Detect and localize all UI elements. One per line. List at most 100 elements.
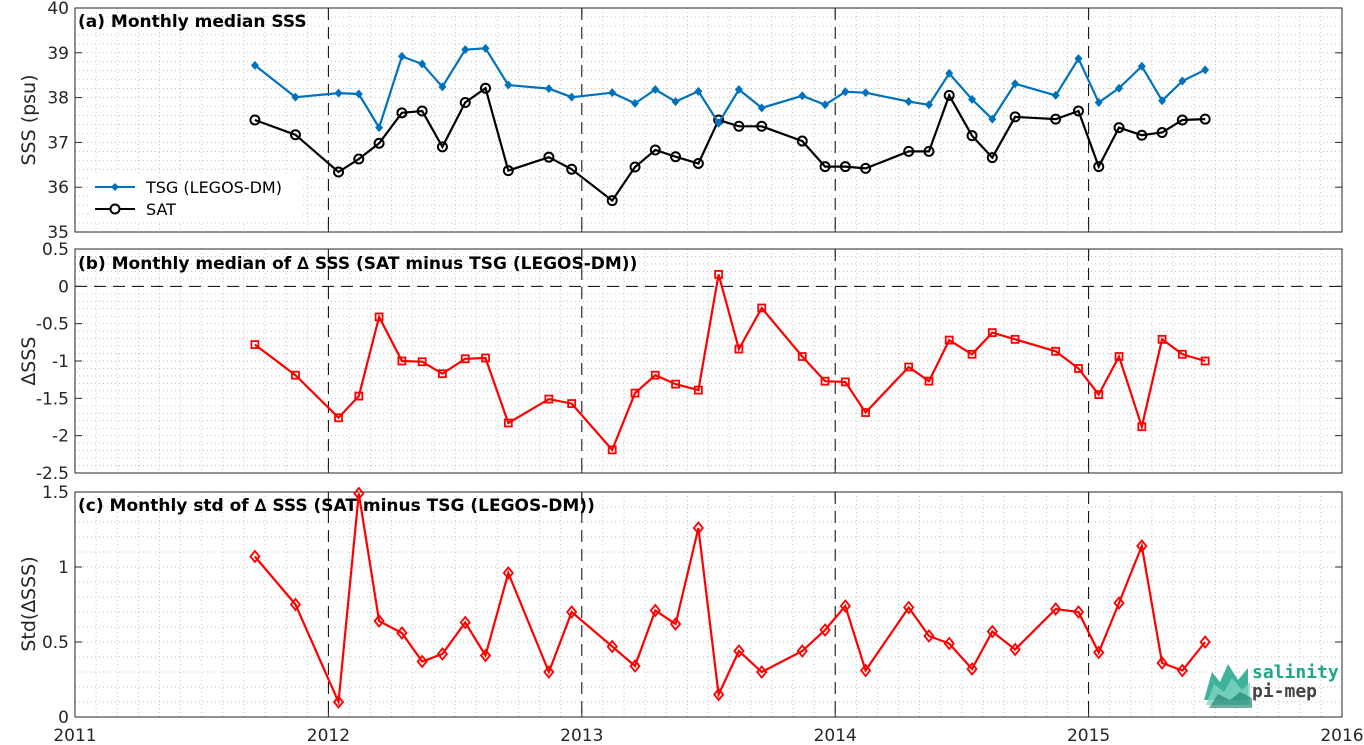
panel-c-std-delta-sss: (c) Monthly std of ∆ SSS (SAT minus TSG … bbox=[18, 486, 1211, 709]
data-point bbox=[438, 369, 447, 379]
data-point bbox=[649, 144, 661, 156]
panel-c-frame bbox=[74, 491, 1343, 718]
data-point bbox=[943, 636, 955, 651]
data-point bbox=[333, 166, 345, 178]
panel-c-title: (c) Monthly std of ∆ SSS (SAT minus TSG … bbox=[78, 496, 595, 516]
data-point bbox=[904, 362, 914, 372]
data-point bbox=[629, 659, 641, 673]
data-point bbox=[651, 85, 660, 95]
data-point bbox=[504, 80, 513, 90]
panel-b-ytick-label: -1 bbox=[52, 352, 69, 372]
data-point bbox=[289, 129, 301, 141]
panel-b-ytick-label: -2 bbox=[52, 427, 69, 447]
data-point bbox=[249, 549, 261, 564]
data-point bbox=[1072, 605, 1085, 619]
data-point bbox=[461, 45, 470, 55]
data-point bbox=[353, 153, 365, 165]
panel-a-ytick-label: 36 bbox=[47, 178, 69, 198]
panel-c-xtick-label: 2013 bbox=[560, 726, 603, 745]
data-point bbox=[332, 695, 345, 709]
legend-marker-tsg bbox=[111, 183, 119, 191]
data-point bbox=[988, 114, 997, 124]
data-point bbox=[1199, 113, 1211, 125]
data-point bbox=[373, 614, 385, 628]
data-point bbox=[734, 344, 744, 354]
data-point bbox=[1115, 83, 1124, 93]
data-point bbox=[438, 82, 447, 92]
panel-a-sss: (a) Monthly median SSS SSS (psu) TSG (LE… bbox=[18, 12, 1211, 222]
data-point bbox=[567, 399, 577, 408]
panel-c-xtick-label: 2015 bbox=[1067, 726, 1110, 745]
data-point bbox=[712, 687, 725, 702]
logo-line1: salinity bbox=[1252, 662, 1339, 683]
panel-c-ytick-label: 1.5 bbox=[42, 483, 69, 503]
panel-a-ytick-label: 38 bbox=[47, 89, 69, 109]
data-point bbox=[1113, 596, 1125, 610]
panel-c-xtick-label: 2014 bbox=[814, 726, 857, 745]
data-point bbox=[904, 97, 913, 107]
data-point bbox=[1199, 635, 1211, 649]
data-point bbox=[334, 413, 343, 423]
data-point bbox=[502, 165, 514, 177]
data-point bbox=[692, 157, 704, 169]
data-point bbox=[841, 87, 850, 97]
salinity-pi-mep-logo: salinity pi-mep bbox=[1204, 662, 1339, 708]
data-point bbox=[1176, 663, 1189, 678]
panel-a-ytick-label: 35 bbox=[47, 223, 69, 243]
data-point bbox=[987, 328, 997, 338]
data-point bbox=[1113, 122, 1125, 134]
data-point bbox=[903, 145, 915, 157]
data-point bbox=[1200, 356, 1210, 366]
data-point bbox=[733, 644, 745, 658]
data-point bbox=[354, 89, 363, 99]
legend: TSG (LEGOS-DM) SAT bbox=[89, 174, 301, 222]
data-point bbox=[353, 486, 365, 501]
panel-b-ytick-label: 0.5 bbox=[42, 240, 69, 260]
data-point bbox=[606, 639, 618, 654]
data-point bbox=[607, 445, 617, 455]
data-point bbox=[861, 408, 871, 417]
data-point bbox=[566, 163, 578, 175]
data-point bbox=[1176, 114, 1188, 126]
data-point bbox=[968, 94, 977, 104]
data-point bbox=[1156, 127, 1168, 139]
data-point bbox=[544, 394, 554, 404]
data-point bbox=[986, 624, 998, 639]
panel-c-xtick-label: 2016 bbox=[1320, 726, 1363, 745]
data-point bbox=[819, 161, 831, 173]
data-point bbox=[373, 137, 385, 149]
panel-c-axes: 0 0.5 1 1.5 2011 2012 2013 2014 2015 2016 bbox=[42, 483, 1364, 745]
data-point bbox=[923, 629, 935, 643]
data-point bbox=[945, 68, 954, 78]
data-point bbox=[459, 97, 471, 109]
data-point bbox=[1009, 111, 1021, 123]
panel-a-ytick-label: 39 bbox=[47, 44, 69, 64]
data-point bbox=[397, 51, 406, 61]
data-point bbox=[291, 92, 300, 102]
panel-c-ylabel: Std(∆SSS) bbox=[18, 556, 40, 651]
data-point bbox=[567, 92, 576, 102]
data-point bbox=[796, 644, 808, 658]
panel-c-series-line bbox=[254, 493, 1207, 707]
data-point bbox=[924, 100, 933, 110]
data-point bbox=[1093, 645, 1105, 660]
data-point bbox=[733, 120, 745, 132]
logo-line2: pi-mep bbox=[1252, 681, 1317, 702]
panel-c-ytick-label: 1 bbox=[58, 558, 69, 578]
data-point bbox=[543, 151, 555, 163]
panel-c-xtick-label: 2012 bbox=[307, 726, 350, 745]
data-point bbox=[944, 335, 954, 345]
data-point bbox=[1049, 602, 1062, 616]
data-point bbox=[796, 135, 808, 147]
data-point bbox=[1072, 105, 1084, 117]
data-point bbox=[1094, 98, 1103, 108]
data-point bbox=[481, 43, 490, 53]
data-point bbox=[396, 626, 408, 640]
data-point bbox=[650, 370, 660, 380]
legend-label-sat: SAT bbox=[146, 200, 176, 219]
data-point bbox=[860, 162, 872, 174]
data-point bbox=[374, 312, 384, 322]
data-point bbox=[821, 100, 830, 110]
panel-c-ytick-label: 0.5 bbox=[42, 633, 69, 653]
data-point bbox=[479, 648, 492, 663]
